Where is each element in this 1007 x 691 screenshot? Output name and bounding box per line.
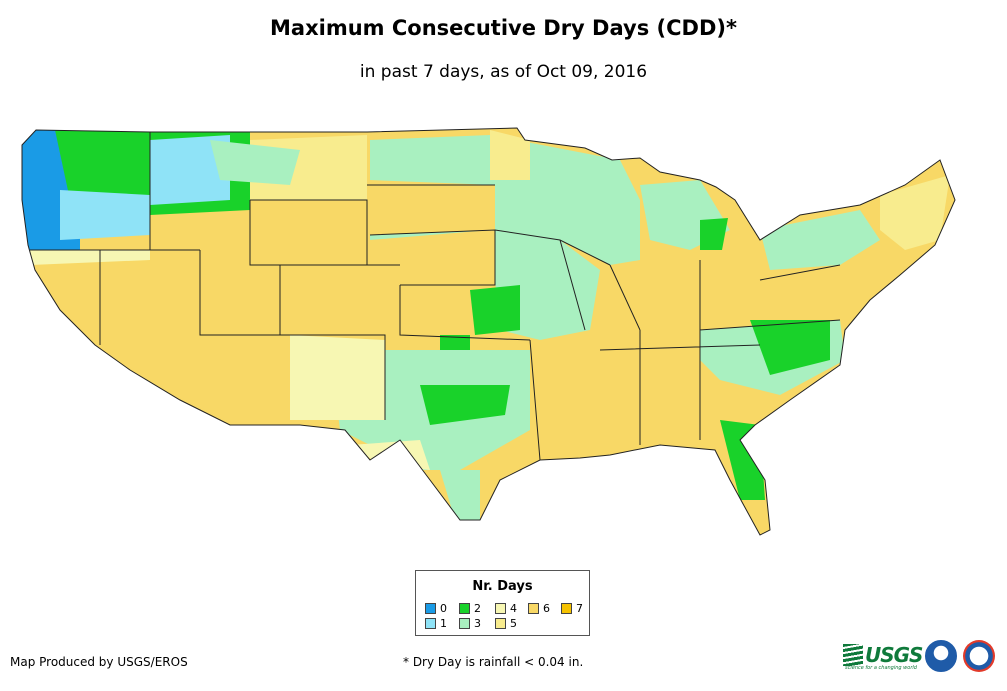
usgs-wave-icon <box>843 644 863 666</box>
legend: Nr. Days 0 1 2 3 4 5 6 7 <box>415 570 590 636</box>
legend-label-1: 1 <box>440 617 447 630</box>
legend-swatch-1 <box>425 618 436 629</box>
map-subtitle: in past 7 days, as of Oct 09, 2016 <box>359 62 648 82</box>
map-credit: Map Produced by USGS/EROS <box>10 655 188 669</box>
legend-label-2: 2 <box>474 602 481 615</box>
legend-label-5: 5 <box>510 617 517 630</box>
legend-swatch-7 <box>561 603 572 614</box>
legend-label-0: 0 <box>440 602 447 615</box>
usgs-tagline: science for a changing world <box>845 665 917 671</box>
legend-title: Nr. Days <box>472 579 533 594</box>
usgs-logo: USGS <box>843 642 923 668</box>
noaa-logo-icon <box>925 640 957 672</box>
legend-swatch-5 <box>495 618 506 629</box>
legend-swatch-2 <box>459 603 470 614</box>
legend-swatch-4 <box>495 603 506 614</box>
legend-label-6: 6 <box>543 602 550 615</box>
usgs-logo-text: USGS <box>865 643 923 667</box>
legend-swatch-3 <box>459 618 470 629</box>
map-title: Maximum Consecutive Dry Days (CDD)* <box>270 16 737 40</box>
nws-logo-icon <box>963 640 995 672</box>
legend-label-4: 4 <box>510 602 517 615</box>
legend-swatch-6 <box>528 603 539 614</box>
dry-day-footnote: * Dry Day is rainfall < 0.04 in. <box>403 655 584 669</box>
legend-label-7: 7 <box>576 602 583 615</box>
legend-label-3: 3 <box>474 617 481 630</box>
legend-swatch-0 <box>425 603 436 614</box>
